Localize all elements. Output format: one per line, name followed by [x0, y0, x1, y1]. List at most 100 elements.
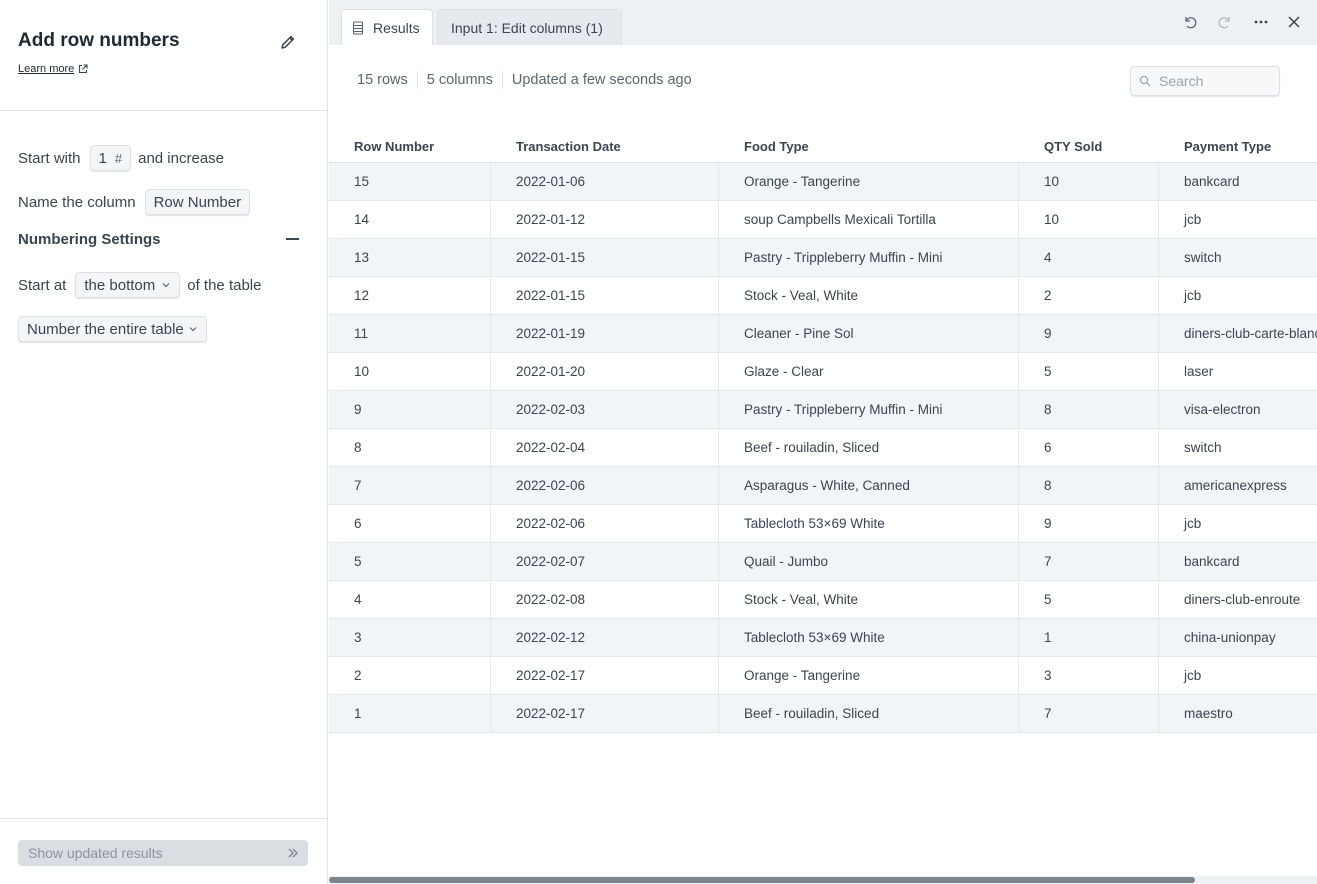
tab-input-1[interactable]: Input 1: Edit columns (1)	[437, 9, 622, 45]
learn-more-label: Learn more	[18, 63, 75, 75]
updated-status: Updated a few seconds ago	[511, 72, 692, 88]
table-cell: Stock - Veal, White	[719, 277, 1019, 314]
column-header[interactable]: Food Type	[744, 139, 809, 154]
table-cell: 7	[1019, 543, 1159, 580]
table-cell: switch	[1184, 440, 1222, 455]
external-link-icon	[79, 64, 88, 74]
results-panel: Results Input 1: Edit columns (1)	[329, 0, 1317, 884]
table-cell: 1	[1019, 619, 1159, 656]
table-cell: 10	[329, 353, 491, 390]
table-cell: 3	[1019, 657, 1159, 694]
table-cell: jcb	[1184, 516, 1202, 531]
table-cell: 2022-01-12	[491, 201, 719, 238]
table-cell: 5	[1019, 353, 1159, 390]
table-cell: diners-club-enroute	[1184, 592, 1301, 607]
table-cell: 4	[1019, 239, 1159, 276]
search-box[interactable]	[1130, 66, 1280, 96]
table-cell: switch	[1184, 250, 1222, 265]
config-footer: Show updated results	[0, 818, 328, 884]
table-cell: bankcard	[1184, 554, 1240, 569]
row-count: 15 rows	[357, 72, 408, 88]
step-title: Add row numbers	[18, 30, 180, 51]
table-cell: laser	[1184, 364, 1214, 379]
table-cell: bankcard	[1184, 174, 1240, 189]
table-cell: diners-club-carte-blanche	[1184, 326, 1317, 341]
table-row: 14 2022-01-12 soup Campbells Mexicali Tort…	[329, 201, 1317, 239]
number-scope-dropdown[interactable]: Number the entire table	[18, 316, 207, 342]
table-cell: Quail - Jumbo	[719, 543, 1019, 580]
tab-results-label: Results	[373, 19, 420, 36]
table-cell: 9	[329, 391, 491, 428]
name-column-label: Name the column	[18, 193, 136, 211]
table-cell: 11	[329, 315, 491, 352]
table-cell: Asparagus - White, Canned	[719, 467, 1019, 504]
table-row: 11 2022-01-19 Cleaner - Pine Sol 9 diners-cl…	[329, 315, 1317, 353]
table-header: Row Number Transaction Date Food Type QT…	[329, 126, 1317, 163]
table-cell: 9	[1019, 315, 1159, 352]
column-header[interactable]: Row Number	[354, 139, 435, 154]
table-cell: 10	[1019, 201, 1159, 238]
table-cell: jcb	[1184, 288, 1202, 303]
table-cell: 2022-01-20	[491, 353, 719, 390]
redo-icon	[1218, 17, 1230, 29]
table-cell: Pastry - Trippleberry Muffin - Mini	[719, 239, 1019, 276]
table-cell: 2022-02-06	[491, 505, 719, 542]
table-cell: 12	[329, 277, 491, 314]
table-cell: visa-electron	[1184, 402, 1261, 417]
start-at-label: Start at	[18, 276, 67, 294]
close-icon	[1288, 16, 1300, 28]
table-row: 6 2022-02-06 Tablecloth 53×69 White 9 jcb	[329, 505, 1317, 543]
tab-results[interactable]: Results	[341, 9, 433, 45]
table-cell: Tablecloth 53×69 White	[719, 505, 1019, 542]
start-at-value: the bottom	[84, 276, 156, 294]
column-name-input[interactable]: Row Number	[144, 189, 251, 215]
show-updated-results-button[interactable]: Show updated results	[18, 840, 308, 866]
table-cell: 7	[1019, 695, 1159, 732]
table-row: 3 2022-02-12 Tablecloth 53×69 White 1 china-…	[329, 619, 1317, 657]
table-cell: maestro	[1184, 706, 1233, 721]
table-row: 4 2022-02-08 Stock - Veal, White 5 diners-cl…	[329, 581, 1317, 619]
redo-button[interactable]	[1215, 12, 1235, 32]
table-cell: 2	[329, 657, 491, 694]
horizontal-scrollbar[interactable]	[329, 876, 1317, 884]
table-cell: Orange - Tangerine	[719, 657, 1019, 694]
table-cell: 2022-02-17	[491, 657, 719, 694]
table-row: 8 2022-02-04 Beef - rouiladin, Sliced 6 swit…	[329, 429, 1317, 467]
search-icon	[1139, 75, 1151, 87]
more-button[interactable]	[1251, 12, 1271, 32]
double-chevron-right-icon	[288, 848, 298, 858]
column-header[interactable]: Transaction Date	[516, 139, 621, 154]
table-cell: Stock - Veal, White	[719, 581, 1019, 618]
start-at-dropdown[interactable]: the bottom	[75, 272, 181, 298]
close-button[interactable]	[1284, 12, 1304, 32]
start-with-label: Start with	[18, 149, 81, 167]
table-cell: china-unionpay	[1184, 630, 1276, 645]
table-cell: 1	[329, 695, 491, 732]
table-cell: 5	[1019, 581, 1159, 618]
table-cell: Cleaner - Pine Sol	[719, 315, 1019, 352]
scope-row: Number the entire table	[18, 316, 207, 342]
column-header[interactable]: Payment Type	[1184, 139, 1272, 154]
chevron-down-icon	[189, 327, 197, 332]
collapse-icon[interactable]	[286, 238, 299, 240]
column-count: 5 columns	[426, 72, 493, 88]
column-header[interactable]: QTY Sold	[1044, 139, 1103, 154]
and-increase-label: and increase	[138, 149, 225, 167]
pencil-icon[interactable]	[279, 33, 297, 51]
table-cell: 15	[329, 163, 491, 200]
table-row: 5 2022-02-07 Quail - Jumbo 7 bankcard	[329, 543, 1317, 581]
learn-more-link[interactable]: Learn more	[18, 63, 88, 75]
table-row: 13 2022-01-15 Pastry - Trippleberry Muffin…	[329, 239, 1317, 277]
start-value-input[interactable]: 1 #	[89, 145, 132, 171]
table-row: 7 2022-02-06 Asparagus - White, Canned 8 ame…	[329, 467, 1317, 505]
of-table-label: of the table	[187, 276, 262, 294]
scrollbar-thumb[interactable]	[329, 877, 1195, 883]
table-cell: 2022-02-07	[491, 543, 719, 580]
table-cell: 4	[329, 581, 491, 618]
table-cell: jcb	[1184, 668, 1202, 683]
table-cell: 10	[1019, 163, 1159, 200]
undo-button[interactable]	[1180, 12, 1200, 32]
search-input[interactable]	[1157, 72, 1271, 90]
table-cell: 6	[329, 505, 491, 542]
table-cell: 2022-01-06	[491, 163, 719, 200]
